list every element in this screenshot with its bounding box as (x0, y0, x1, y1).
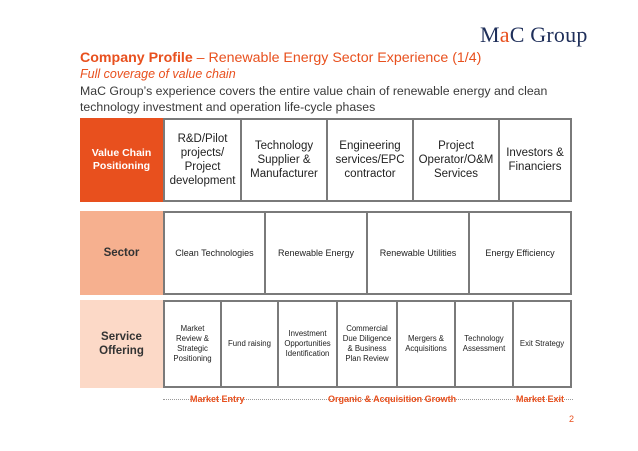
sector-band: Sector Clean Technologies Renewable Ener… (80, 211, 572, 295)
service-item-technology-assessment: Technology Assessment (456, 302, 512, 386)
page-subtitle: Full coverage of value chain (80, 67, 236, 81)
value-chain-band: Value Chain Positioning R&D/Pilot projec… (80, 118, 572, 202)
timeline-market-exit: Market Exit (516, 394, 565, 404)
timeline-market-entry: Market Entry (190, 394, 245, 404)
service-offering-header: Service Offering (80, 300, 163, 388)
value-chain-item-rd: R&D/Pilot projects/ Project development (165, 120, 240, 200)
service-item-investment-opportunities: Investment Opportunities Identification (279, 302, 336, 386)
sector-item-renewable-utilities: Renewable Utilities (368, 213, 468, 293)
service-item-mergers-acquisitions: Mergers & Acquisitions (398, 302, 454, 386)
value-chain-header: Value Chain Positioning (80, 118, 163, 202)
sector-item-energy-efficiency: Energy Efficiency (470, 213, 570, 293)
value-chain-item-operator: Project Operator/O&M Services (414, 120, 498, 200)
company-logo: MaC Group (480, 22, 588, 47)
page-title: Company Profile – Renewable Energy Secto… (80, 50, 482, 66)
timeline-growth: Organic & Acquisition Growth (328, 394, 457, 404)
service-item-commercial-dd: Commercial Due Diligence & Business Plan… (338, 302, 396, 386)
page-number: 2 (569, 414, 575, 424)
service-item-fund-raising: Fund raising (222, 302, 277, 386)
sector-item-clean-tech: Clean Technologies (165, 213, 264, 293)
service-offering-band: Service Offering Market Review & Strateg… (80, 300, 572, 388)
value-chain-item-engineering: Engineering services/EPC contractor (328, 120, 412, 200)
page-description: MaC Group’s experience covers the entire… (80, 84, 548, 114)
service-item-market-review: Market Review & Strategic Positioning (165, 302, 220, 386)
value-chain-item-technology-supplier: Technology Supplier & Manufacturer (242, 120, 326, 200)
sector-item-renewable-energy: Renewable Energy (266, 213, 366, 293)
timeline-divider (163, 399, 573, 400)
service-item-exit-strategy: Exit Strategy (514, 302, 570, 386)
value-chain-item-investors: Investors & Financiers (500, 120, 570, 200)
sector-header: Sector (80, 211, 163, 295)
